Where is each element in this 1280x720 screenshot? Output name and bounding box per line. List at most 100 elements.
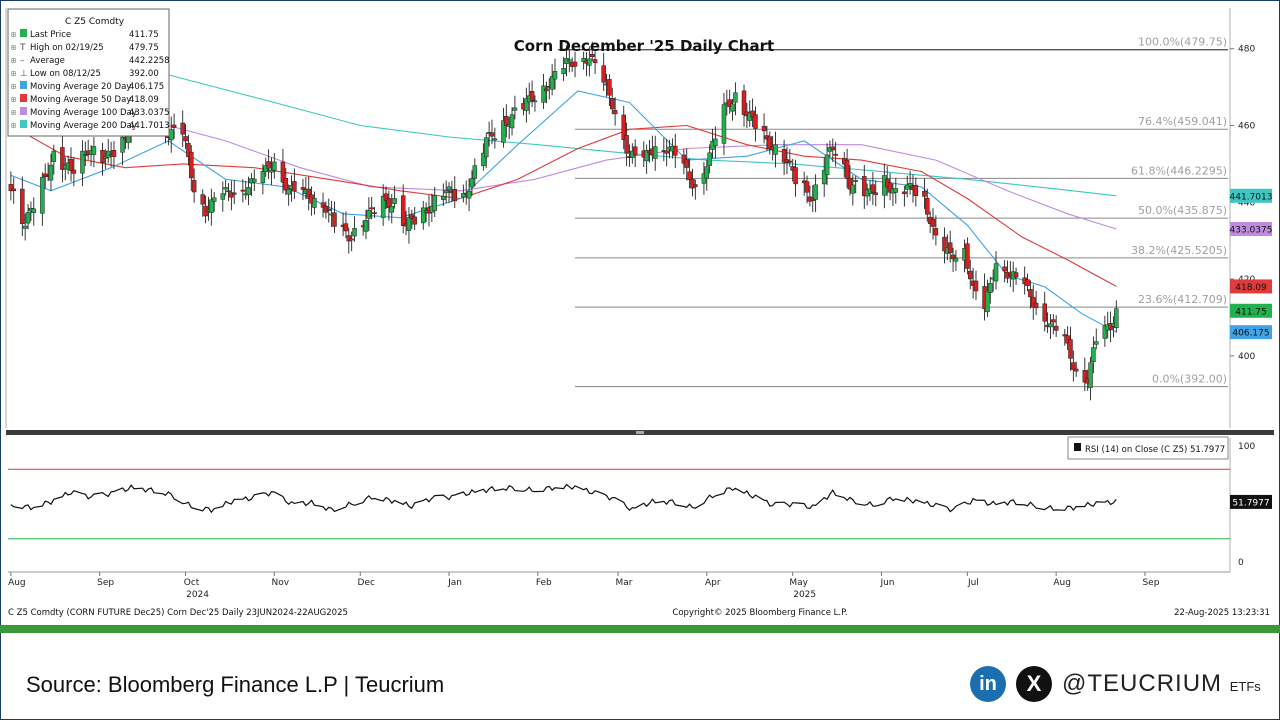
candle-down [386, 198, 392, 208]
candle-down [787, 160, 793, 163]
legend-swatch [20, 29, 27, 37]
candle-down [1013, 272, 1019, 278]
x-tick-label: Dec [358, 578, 375, 588]
candle-up [824, 154, 830, 175]
price-tags: 441.7013 433.0375 418.09 411.75 406.175 [1230, 188, 1272, 340]
legend-label: Moving Average 200 Day [30, 121, 137, 131]
candle-up [587, 58, 592, 66]
rsi-legend-box [1067, 436, 1229, 460]
candle-up [721, 104, 727, 144]
price-tag-label: 406.175 [1232, 329, 1269, 339]
legend-label: Moving Average 50 Day [30, 95, 131, 105]
x-tick-label: Oct [184, 578, 200, 588]
candle-up [31, 208, 37, 213]
candle-up [366, 209, 372, 219]
price-tag [1230, 303, 1272, 318]
y-tick-label: 440 [1238, 198, 1255, 208]
x-tick-label: Apr [705, 578, 721, 588]
candle-up [211, 197, 217, 202]
candle-up [286, 188, 291, 195]
candle-down [750, 110, 755, 118]
candle-up [704, 166, 710, 179]
candle-up [432, 195, 437, 211]
candle-down [8, 184, 14, 192]
candle-up [443, 190, 449, 194]
x-tick-label: May [789, 578, 808, 588]
candle-down [844, 160, 850, 179]
candle-up [904, 184, 910, 190]
candle-down [913, 184, 919, 197]
candle-down [781, 149, 787, 163]
candle-down [326, 208, 332, 211]
candle-down [902, 191, 907, 194]
teucrium-handle[interactable]: @TEUCRIUM ETFs [1062, 670, 1261, 698]
candle-up [48, 164, 54, 181]
candle-up [80, 150, 85, 174]
fib-label: 50.0%(435.875) [1138, 204, 1227, 217]
candle-up [893, 188, 899, 193]
candle-down [292, 181, 297, 192]
x-tick-label: Nov [272, 578, 290, 588]
x-tick-label: Jul [967, 578, 979, 588]
candle-up [91, 146, 97, 155]
candle-down [231, 192, 237, 195]
candle-up [349, 238, 354, 241]
candle-up [469, 178, 475, 188]
linkedin-icon[interactable]: in [970, 666, 1006, 702]
legend-toggle-icon: ⊞ [11, 69, 16, 78]
fib-label: 76.4%(459.041) [1138, 115, 1227, 128]
candle-up [312, 198, 317, 208]
x-tick-label: Sep [1142, 578, 1159, 588]
candle-up [652, 146, 658, 159]
candle-down [544, 88, 549, 92]
candle-up [773, 144, 778, 155]
candle-down [690, 178, 695, 189]
candle-down [664, 150, 669, 154]
candle-down [922, 190, 927, 197]
candle-down [947, 242, 953, 253]
candle-up [813, 184, 818, 200]
candle-down [60, 147, 65, 170]
x-tick-label: Feb [536, 578, 552, 588]
candle-down [942, 236, 947, 252]
separator-handle[interactable] [636, 431, 644, 434]
legend-label: Moving Average 100 Day [30, 108, 137, 118]
candle-up [541, 85, 546, 103]
price-tag [1230, 279, 1272, 294]
candle-down [343, 223, 349, 232]
candle-down [1028, 289, 1033, 298]
fib-label: 61.8%(446.2295) [1131, 164, 1227, 177]
candle-up [40, 176, 45, 214]
candle-up [51, 150, 57, 162]
candle-up [389, 205, 395, 213]
candle-down [793, 167, 798, 185]
x-icon[interactable]: X [1016, 666, 1052, 702]
candle-up [907, 183, 913, 187]
candle-down [68, 158, 74, 171]
candle-down [687, 171, 692, 181]
legend: C Z5 Comdty ⊞ Last Price 411.75⊞ T High on 0… [7, 8, 170, 137]
rsi-legend-swatch [1074, 443, 1081, 451]
candle-up [83, 154, 88, 157]
legend-swatch [20, 120, 27, 128]
candle-up [220, 193, 226, 200]
y-tick-label: 460 [1238, 122, 1255, 132]
candle-down [180, 122, 185, 135]
candle-down [400, 195, 406, 226]
candle-down [887, 182, 893, 193]
legend-value: 392.00 [129, 69, 159, 79]
candle-down [632, 146, 638, 156]
ma100-line [10, 71, 1117, 230]
x-axis: Aug Sep Oct Nov Dec Jan Feb Mar Apr May Jun Jul Aug S… [8, 571, 1230, 600]
candle-up [25, 212, 31, 224]
legend-marker: – [20, 56, 25, 66]
candle-down [1053, 325, 1059, 331]
price-tag [1230, 188, 1272, 203]
x-year-label: 2024 [186, 590, 209, 600]
candle-down [607, 79, 612, 96]
candle-down [572, 61, 578, 67]
candle-down [183, 136, 188, 142]
candle-up [730, 103, 735, 112]
ma20-line [10, 90, 1117, 333]
